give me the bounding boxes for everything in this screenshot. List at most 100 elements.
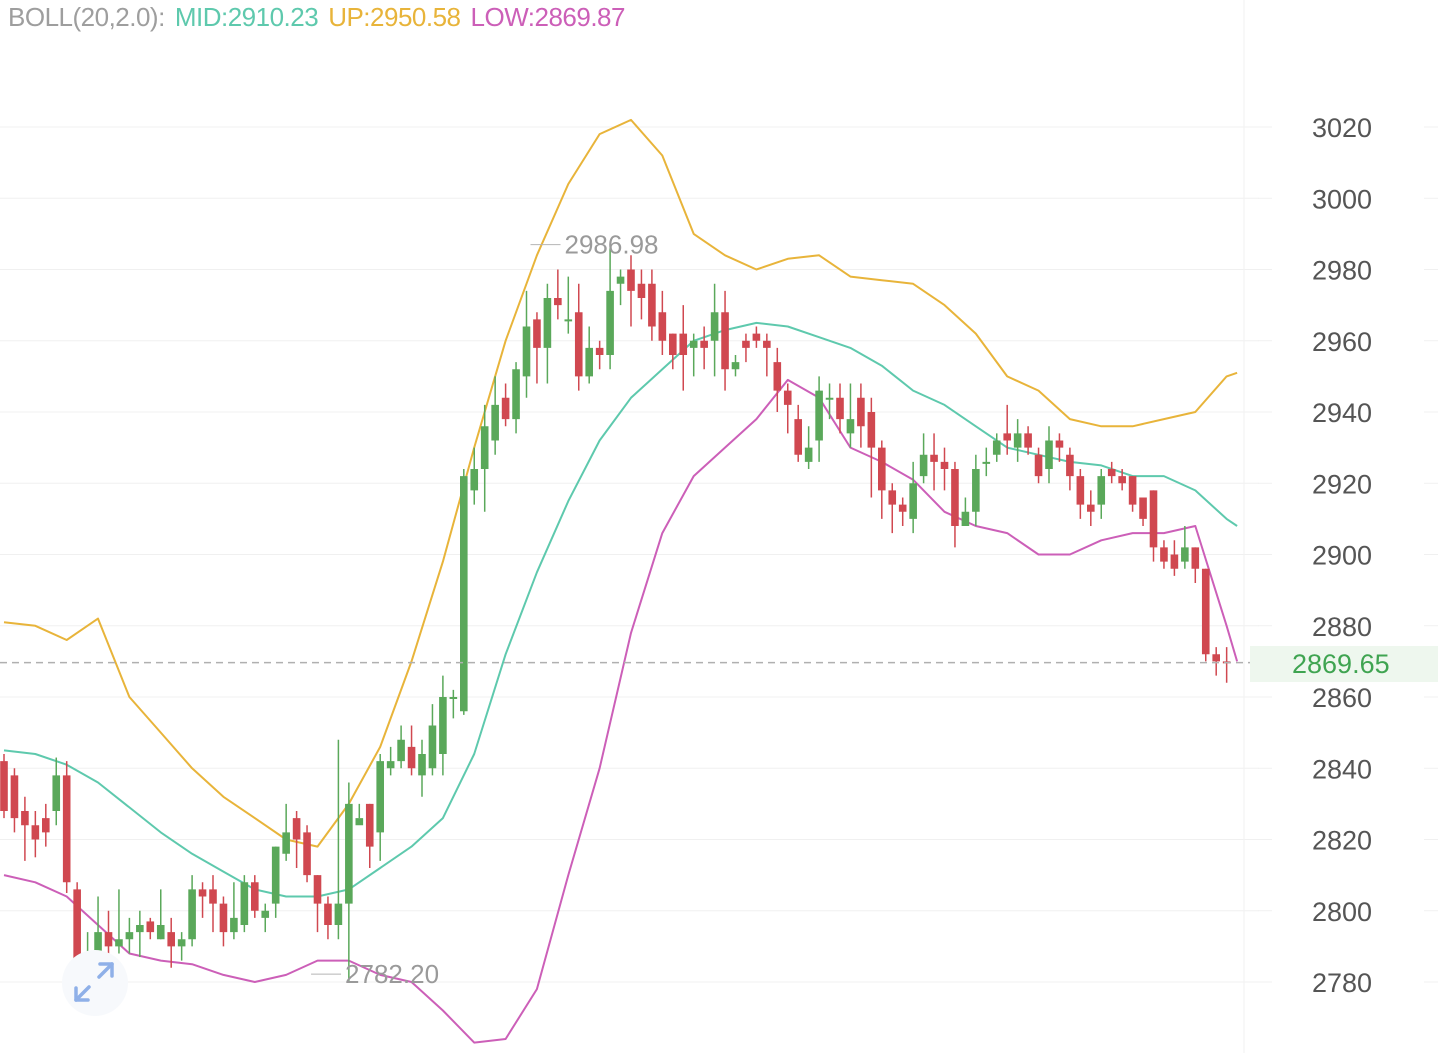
- candle-body: [31, 825, 40, 840]
- candle-75: [783, 383, 792, 434]
- candle-body: [21, 811, 29, 826]
- candle-93: [972, 454, 980, 526]
- candle-107: [1118, 469, 1126, 491]
- candle-body: [815, 390, 823, 441]
- candle-21: [219, 896, 228, 947]
- candle-body: [282, 832, 290, 854]
- candle-106: [1107, 461, 1116, 484]
- candle-body: [627, 269, 635, 291]
- candle-body: [825, 397, 834, 400]
- candle-44: [460, 469, 468, 715]
- candle-52: [543, 283, 552, 384]
- candle-body: [752, 333, 761, 341]
- candle-53: [554, 269, 562, 320]
- candle-body: [564, 319, 573, 322]
- candle-body: [1013, 433, 1022, 448]
- candle-61: [637, 269, 646, 320]
- boll-mid-value: MID:2910.23: [174, 2, 319, 32]
- candle-3: [31, 811, 40, 858]
- candle-body: [606, 290, 614, 355]
- candle-24: [251, 875, 259, 918]
- candle-85: [888, 483, 897, 534]
- candle-91: [951, 461, 959, 548]
- candle-body: [595, 347, 604, 355]
- candle-body: [804, 447, 813, 462]
- candle-body: [637, 283, 646, 298]
- candle-59: [616, 269, 625, 306]
- candle-body: [763, 340, 771, 348]
- candle-94: [982, 447, 991, 477]
- candle-body: [1066, 454, 1074, 477]
- candle-body: [365, 803, 374, 847]
- candle-body: [104, 932, 113, 947]
- candle-body: [1107, 469, 1116, 477]
- boll-up-value: UP:2950.58: [328, 2, 461, 32]
- candle-body: [679, 333, 688, 355]
- candle-103: [1076, 469, 1085, 519]
- candle-body: [1160, 547, 1168, 562]
- candle-body: [0, 761, 8, 811]
- candle-body: [972, 469, 980, 512]
- candle-body: [1055, 440, 1064, 448]
- candle-body: [73, 889, 81, 961]
- candle-101: [1055, 433, 1064, 462]
- candle-30: [313, 875, 322, 933]
- candle-69: [721, 290, 729, 391]
- candle-76: [794, 404, 802, 462]
- candle-body: [146, 921, 155, 933]
- candle-body: [773, 362, 782, 391]
- candle-40: [418, 739, 426, 797]
- candle-body: [1024, 433, 1032, 448]
- candle-body: [982, 461, 991, 464]
- candle-115: [1201, 568, 1210, 662]
- candle-32: [334, 739, 343, 940]
- candle-body: [961, 511, 970, 526]
- y-tick-label-2960: 2960: [1312, 327, 1372, 357]
- candle-body: [324, 903, 332, 925]
- candle-57: [595, 340, 604, 370]
- candle-43: [449, 689, 458, 719]
- candle-body: [376, 761, 384, 833]
- candle-99: [1034, 447, 1043, 484]
- candle-body: [386, 761, 395, 769]
- candle-108: [1128, 476, 1137, 512]
- candle-110: [1149, 490, 1158, 562]
- candle-63: [658, 290, 667, 355]
- candle-body: [115, 939, 123, 947]
- candle-body: [533, 319, 541, 348]
- candle-body: [1212, 654, 1220, 662]
- candle-46: [480, 404, 489, 512]
- expand-chart-button[interactable]: [62, 950, 128, 1016]
- candle-104: [1087, 490, 1095, 526]
- last-price-label: 2869.65: [1292, 649, 1390, 679]
- candle-body: [1003, 433, 1011, 441]
- candle-100: [1045, 426, 1053, 484]
- expand-arrows-icon: [74, 962, 114, 1002]
- candle-72: [752, 326, 761, 348]
- candle-body: [836, 397, 844, 420]
- candle-body: [230, 917, 238, 933]
- candle-35: [365, 803, 374, 868]
- candle-34: [355, 803, 364, 826]
- candle-81: [846, 383, 855, 448]
- candle-body: [710, 312, 719, 341]
- y-tick-label-3020: 3020: [1312, 113, 1372, 143]
- candle-86: [898, 497, 907, 526]
- candle-body: [449, 697, 458, 699]
- candle-body: [428, 725, 437, 769]
- boll-low-line: [3, 378, 1239, 1044]
- candle-body: [501, 397, 510, 420]
- candle-body: [512, 369, 520, 420]
- candle-0: [0, 754, 8, 819]
- candle-body: [731, 362, 740, 370]
- candle-body: [846, 419, 855, 434]
- candle-68: [710, 283, 719, 377]
- candle-7: [73, 882, 81, 968]
- candle-88: [919, 433, 928, 484]
- candle-body: [867, 412, 876, 448]
- candle-body: [1170, 554, 1179, 569]
- candle-56: [585, 326, 593, 384]
- candle-37: [386, 746, 395, 776]
- candle-54: [564, 276, 573, 334]
